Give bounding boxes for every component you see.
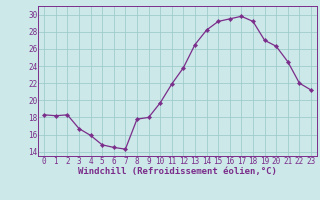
X-axis label: Windchill (Refroidissement éolien,°C): Windchill (Refroidissement éolien,°C) [78,167,277,176]
